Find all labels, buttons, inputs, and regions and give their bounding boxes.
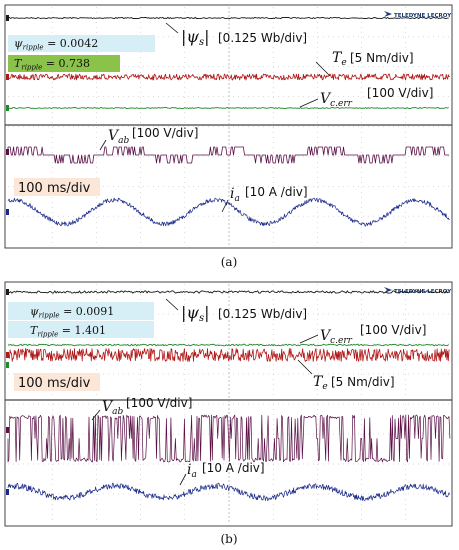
brand-logo-a: TELEDYNE LECROY — [384, 11, 452, 19]
label-vcerr-b: Vc.err [100 V/div] — [299, 323, 426, 346]
channel-marker — [6, 209, 9, 215]
label-vcerr-name-a: Vc.err — [320, 91, 353, 109]
label-torque-scale-a: [5 Nm/div] — [350, 51, 414, 65]
vab-trace-a — [7, 146, 450, 164]
label-torque-b: Te [5 Nm/div] — [297, 359, 395, 392]
label-torque-scale-b: [5 Nm/div] — [331, 375, 395, 389]
psi-ripple-label-b: ψripple = 0.0091 — [30, 305, 114, 320]
label-flux-name-b: |ψs| — [181, 303, 209, 324]
t-ripple-box-b — [8, 321, 154, 338]
label-flux-scale-b: [0.125 Wb/div] — [218, 307, 307, 321]
channel-marker — [6, 289, 9, 295]
logo-bird-icon — [384, 287, 392, 293]
t-ripple-value-b: 1.401 — [75, 324, 107, 337]
flux-trace-a — [7, 16, 449, 20]
label-vcerr-name-b: Vc.err — [320, 328, 353, 346]
label-vab-name-b: Vab — [102, 399, 123, 417]
label-current-scale-b: [10 A /div] — [202, 461, 265, 475]
panel-label-a: (a) — [221, 255, 238, 269]
label-vab-scale-a: [100 V/div] — [132, 126, 198, 140]
label-current-a: ia [10 A /div] — [221, 185, 308, 213]
brand-text-b: TELEDYNE LECROY — [394, 289, 452, 295]
flux-trace-b — [7, 290, 449, 294]
psi-ripple-box-a — [8, 35, 155, 52]
t-ripple-label-b: Tripple = 1.401 — [30, 324, 106, 339]
vc_err-trace-b — [7, 343, 449, 347]
vc_err-trace-a — [7, 107, 449, 109]
panel-b-frame — [4, 281, 453, 527]
label-current-scale-a: [10 A /div] — [245, 185, 308, 199]
label-vcerr-a: Vc.err [100 V/div] — [299, 86, 433, 109]
psi-ripple-label-a: ψripple = 0.0042 — [14, 37, 98, 52]
label-vab-scale-b: [100 V/div] — [126, 396, 192, 410]
psi-ripple-value-b: 0.0091 — [76, 305, 115, 318]
channel-marker — [6, 15, 9, 21]
current-trace-b — [7, 482, 450, 502]
channel-marker — [6, 489, 9, 495]
panel-a-traces — [6, 15, 450, 227]
label-flux-scale-a: [0.125 Wb/div] — [218, 31, 307, 45]
brand-logo-b: TELEDYNE LECROY — [384, 287, 452, 295]
channel-marker — [6, 352, 9, 358]
channel-marker — [6, 105, 9, 111]
label-flux-name-a: |ψs| — [181, 27, 209, 48]
time-div-label-b: 100 ms/div — [18, 376, 91, 391]
channel-marker — [6, 362, 9, 368]
time-div-label-a: 100 ms/div — [18, 181, 91, 196]
time-div-box-b — [14, 373, 100, 391]
label-vcerr-scale-a: [100 V/div] — [367, 86, 433, 100]
t-ripple-label-a: Tripple = 0.738 — [14, 57, 90, 72]
label-vcerr-scale-b: [100 V/div] — [360, 323, 426, 337]
panel-a: TELEDYNE LECROY ψripple = 0.0042 Tripple… — [4, 4, 453, 269]
label-current-b: ia [10 A /div] — [179, 461, 265, 486]
torque-trace-a — [7, 73, 450, 81]
t-ripple-value-a: 0.738 — [59, 57, 91, 70]
psi-ripple-box-b — [8, 302, 154, 320]
label-current-name-a: ia — [230, 186, 240, 204]
label-flux-a: |ψs| [0.125 Wb/div] — [165, 22, 307, 48]
panel-label-b: (b) — [220, 532, 237, 546]
vab-trace-b — [7, 414, 451, 463]
channel-marker — [6, 149, 9, 155]
label-torque-name-a: Te — [332, 50, 347, 68]
panel-a-frame — [4, 4, 453, 249]
torque-trace-b — [7, 348, 450, 362]
t-ripple-box-a — [8, 55, 120, 72]
label-vab-a: Vab [100 V/div] — [99, 126, 198, 151]
channel-marker — [6, 427, 9, 433]
label-vab-name-a: Vab — [108, 128, 129, 146]
label-current-name-b: ia — [187, 462, 197, 480]
label-torque-name-b: Te — [313, 374, 328, 392]
brand-text-a: TELEDYNE LECROY — [394, 13, 452, 19]
panel-b-traces — [6, 289, 451, 502]
channel-marker — [6, 74, 9, 80]
current-trace-a — [7, 197, 450, 227]
time-div-box-a — [14, 178, 100, 196]
label-flux-b: |ψs| [0.125 Wb/div] — [165, 298, 307, 324]
panel-b: TELEDYNE LECROY ψripple = 0.0091 Tripple… — [4, 281, 453, 546]
panel-a-grid — [8, 7, 450, 246]
logo-bird-icon — [384, 11, 392, 17]
psi-ripple-value-a: 0.0042 — [60, 37, 99, 50]
label-torque-a: Te [5 Nm/div] — [315, 50, 414, 77]
